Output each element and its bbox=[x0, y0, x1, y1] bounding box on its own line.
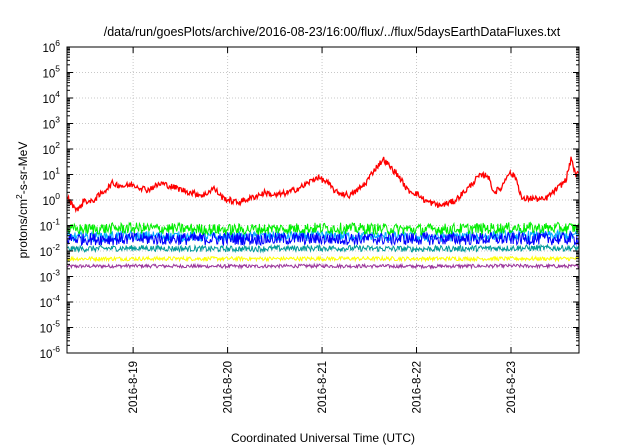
y-tick-exponent: 4 bbox=[55, 89, 60, 99]
y-tick-label: 104 bbox=[42, 89, 60, 106]
y-tick-exponent: 0 bbox=[55, 191, 60, 201]
y-tick-label: 102 bbox=[42, 140, 60, 157]
series-line-2 bbox=[66, 230, 580, 247]
x-tick-label: 2016-8-21 bbox=[317, 361, 329, 413]
y-tick-base: 10 bbox=[40, 324, 53, 336]
x-tick-label: 2016-8-22 bbox=[412, 361, 424, 413]
y-axis-label-sup: 2 bbox=[14, 194, 24, 199]
x-axis: 2016-8-19 2016-8-20 2016-8-21 2016-8-22 2016… bbox=[128, 47, 518, 413]
y-tick-exponent: -2 bbox=[52, 242, 60, 252]
y-tick-label: 101 bbox=[42, 166, 60, 183]
y-tick-label: 10-3 bbox=[40, 268, 61, 285]
y-tick-exponent: 5 bbox=[55, 64, 60, 74]
x-axis-label: Coordinated Universal Time (UTC) bbox=[231, 431, 415, 445]
y-tick-base: 10 bbox=[42, 145, 55, 157]
y-tick-exponent: 3 bbox=[55, 115, 60, 125]
y-axis-label-rest: -s-sr-MeV bbox=[16, 142, 30, 195]
series-line-4 bbox=[66, 243, 580, 254]
chart-title: /data/run/goesPlots/archive/2016-08-23/1… bbox=[104, 25, 561, 39]
y-axis-label: protons/cm2-s-sr-MeV bbox=[14, 142, 30, 259]
y-tick-label: 10-1 bbox=[40, 217, 61, 234]
y-tick-exponent: -1 bbox=[52, 217, 60, 227]
y-tick-base: 10 bbox=[42, 196, 55, 208]
y-tick-base: 10 bbox=[42, 120, 55, 132]
y-tick-base: 10 bbox=[40, 222, 53, 234]
y-tick-label: 10-6 bbox=[40, 344, 61, 361]
x-tick-label: 2016-8-23 bbox=[506, 361, 518, 413]
y-tick-exponent: 2 bbox=[55, 140, 60, 150]
y-axis-label-base: protons/cm bbox=[16, 199, 30, 258]
y-tick-exponent: -6 bbox=[52, 344, 60, 354]
x-tick-label: 2016-8-19 bbox=[128, 361, 140, 413]
y-tick-label: 10-2 bbox=[40, 242, 61, 259]
y-tick-label: 10-5 bbox=[40, 319, 61, 336]
x-tick-label: 2016-8-20 bbox=[223, 361, 235, 413]
y-tick-base: 10 bbox=[40, 298, 53, 310]
y-tick-base: 10 bbox=[42, 171, 55, 183]
y-tick-exponent: 6 bbox=[55, 38, 60, 48]
y-tick-base: 10 bbox=[42, 69, 55, 81]
y-tick-base: 10 bbox=[40, 273, 53, 285]
y-tick-base: 10 bbox=[42, 94, 55, 106]
y-tick-label: 100 bbox=[42, 191, 60, 208]
y-tick-label: 10-4 bbox=[40, 293, 61, 310]
y-tick-base: 10 bbox=[40, 247, 53, 259]
series-line-5 bbox=[66, 254, 580, 263]
series-line-1 bbox=[66, 221, 580, 236]
series-line-6 bbox=[66, 262, 579, 270]
y-tick-label: 106 bbox=[42, 38, 60, 55]
grid-lines bbox=[67, 47, 579, 353]
y-axis: 10-610-510-410-310-210-11001011021031041… bbox=[40, 38, 579, 361]
y-tick-exponent: -3 bbox=[52, 268, 60, 278]
series-group bbox=[66, 156, 580, 270]
y-tick-exponent: -5 bbox=[52, 319, 60, 329]
y-tick-label: 103 bbox=[42, 115, 60, 132]
y-tick-exponent: -4 bbox=[52, 293, 60, 303]
y-tick-exponent: 1 bbox=[55, 166, 60, 176]
series-line-0 bbox=[66, 156, 580, 214]
y-tick-label: 105 bbox=[42, 64, 60, 81]
y-tick-base: 10 bbox=[40, 349, 53, 361]
y-tick-base: 10 bbox=[42, 43, 55, 55]
